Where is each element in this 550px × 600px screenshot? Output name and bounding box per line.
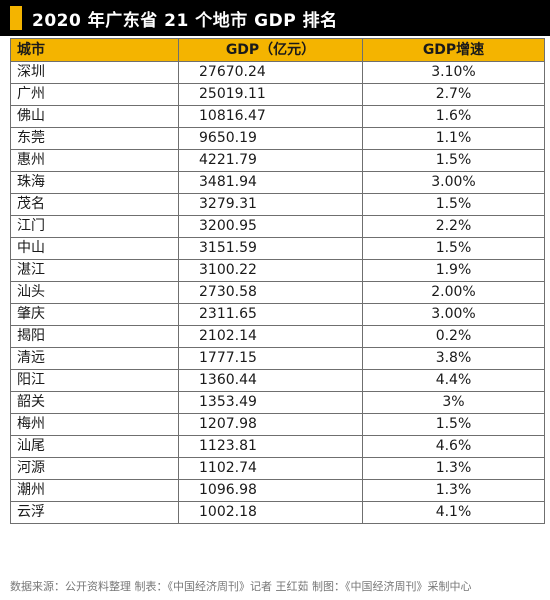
table-row: 揭阳 2102.14 0.2% — [10, 325, 545, 348]
table-row: 惠州 4221.79 1.5% — [10, 149, 545, 172]
city-cell: 河源 — [10, 457, 179, 480]
gdp-cell: 1002.18 — [178, 501, 363, 524]
gdp-cell: 1360.44 — [178, 369, 363, 392]
city-cell: 江门 — [10, 215, 179, 238]
table-row: 云浮 1002.18 4.1% — [10, 501, 545, 524]
gdp-cell: 3279.31 — [178, 193, 363, 216]
gdp-cell: 2730.58 — [178, 281, 363, 304]
gdp-cell: 3481.94 — [178, 171, 363, 194]
gdp-cell: 1096.98 — [178, 479, 363, 502]
city-cell: 汕尾 — [10, 435, 179, 458]
table-row: 阳江 1360.44 4.4% — [10, 369, 545, 392]
gdp-cell: 4221.79 — [178, 149, 363, 172]
gdp-cell: 3100.22 — [178, 259, 363, 282]
table-row: 湛江 3100.22 1.9% — [10, 259, 545, 282]
city-cell: 揭阳 — [10, 325, 179, 348]
city-cell: 佛山 — [10, 105, 179, 128]
title-accent-mark — [10, 6, 22, 30]
table-row: 珠海 3481.94 3.00% — [10, 171, 545, 194]
table-row: 东莞 9650.19 1.1% — [10, 127, 545, 150]
gdp-cell: 1207.98 — [178, 413, 363, 436]
growth-cell: 4.1% — [362, 501, 545, 524]
growth-cell: 1.5% — [362, 413, 545, 436]
city-cell: 肇庆 — [10, 303, 179, 326]
city-cell: 云浮 — [10, 501, 179, 524]
city-cell: 清远 — [10, 347, 179, 370]
table-row: 茂名 3279.31 1.5% — [10, 193, 545, 216]
table-row: 清远 1777.15 3.8% — [10, 347, 545, 370]
city-cell: 广州 — [10, 83, 179, 106]
city-cell: 梅州 — [10, 413, 179, 436]
city-cell: 惠州 — [10, 149, 179, 172]
city-cell: 阳江 — [10, 369, 179, 392]
growth-cell: 4.4% — [362, 369, 545, 392]
table-row: 肇庆 2311.65 3.00% — [10, 303, 545, 326]
growth-cell: 3.8% — [362, 347, 545, 370]
header-city: 城市 — [10, 38, 179, 62]
growth-cell: 1.5% — [362, 193, 545, 216]
source-footer: 数据来源：公开资料整理 制表：《中国经济周刊》记者 王红茹 制图：《中国经济周刊… — [10, 580, 472, 593]
gdp-cell: 1777.15 — [178, 347, 363, 370]
growth-cell: 1.3% — [362, 479, 545, 502]
growth-cell: 2.7% — [362, 83, 545, 106]
growth-cell: 1.6% — [362, 105, 545, 128]
gdp-cell: 1123.81 — [178, 435, 363, 458]
growth-cell: 3.00% — [362, 171, 545, 194]
growth-cell: 1.5% — [362, 149, 545, 172]
gdp-cell: 3200.95 — [178, 215, 363, 238]
gdp-cell: 3151.59 — [178, 237, 363, 260]
gdp-cell: 27670.24 — [178, 61, 363, 84]
table-body: 深圳 27670.24 3.10% 广州 25019.11 2.7% 佛山 10816.47 1… — [10, 61, 545, 524]
table-row: 江门 3200.95 2.2% — [10, 215, 545, 238]
table-row: 梅州 1207.98 1.5% — [10, 413, 545, 436]
table-row: 广州 25019.11 2.7% — [10, 83, 545, 106]
page-title: 2020 年广东省 21 个地市 GDP 排名 — [32, 10, 338, 31]
growth-cell: 1.1% — [362, 127, 545, 150]
gdp-ranking-table: 城市 GDP（亿元） GDP增速 深圳 27670.24 3.10% 广州 25019.… — [10, 38, 545, 524]
gdp-cell: 1353.49 — [178, 391, 363, 414]
city-cell: 茂名 — [10, 193, 179, 216]
table-row: 汕头 2730.58 2.00% — [10, 281, 545, 304]
growth-cell: 3% — [362, 391, 545, 414]
growth-cell: 1.3% — [362, 457, 545, 480]
table-row: 中山 3151.59 1.5% — [10, 237, 545, 260]
city-cell: 珠海 — [10, 171, 179, 194]
table-row: 汕尾 1123.81 4.6% — [10, 435, 545, 458]
growth-cell: 3.10% — [362, 61, 545, 84]
city-cell: 潮州 — [10, 479, 179, 502]
city-cell: 汕头 — [10, 281, 179, 304]
table-row: 潮州 1096.98 1.3% — [10, 479, 545, 502]
table-header-row: 城市 GDP（亿元） GDP增速 — [10, 38, 545, 62]
growth-cell: 3.00% — [362, 303, 545, 326]
gdp-cell: 10816.47 — [178, 105, 363, 128]
table-row: 韶关 1353.49 3% — [10, 391, 545, 414]
growth-cell: 0.2% — [362, 325, 545, 348]
header-gdp-growth: GDP增速 — [362, 38, 545, 62]
title-bar: 2020 年广东省 21 个地市 GDP 排名 — [0, 0, 550, 36]
header-gdp: GDP（亿元） — [178, 38, 363, 62]
city-cell: 湛江 — [10, 259, 179, 282]
city-cell: 东莞 — [10, 127, 179, 150]
table-row: 河源 1102.74 1.3% — [10, 457, 545, 480]
table-row: 佛山 10816.47 1.6% — [10, 105, 545, 128]
growth-cell: 1.5% — [362, 237, 545, 260]
table-row: 深圳 27670.24 3.10% — [10, 61, 545, 84]
city-cell: 深圳 — [10, 61, 179, 84]
growth-cell: 4.6% — [362, 435, 545, 458]
gdp-cell: 25019.11 — [178, 83, 363, 106]
gdp-cell: 2311.65 — [178, 303, 363, 326]
gdp-cell: 1102.74 — [178, 457, 363, 480]
city-cell: 中山 — [10, 237, 179, 260]
gdp-cell: 2102.14 — [178, 325, 363, 348]
city-cell: 韶关 — [10, 391, 179, 414]
growth-cell: 2.00% — [362, 281, 545, 304]
gdp-cell: 9650.19 — [178, 127, 363, 150]
growth-cell: 1.9% — [362, 259, 545, 282]
growth-cell: 2.2% — [362, 215, 545, 238]
